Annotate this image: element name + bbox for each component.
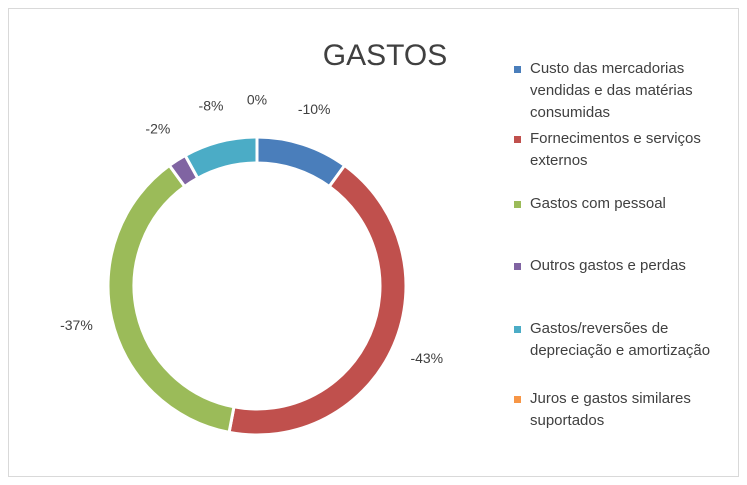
legend-label: Outros gastos e perdas bbox=[530, 257, 686, 274]
chart-title: GASTOS bbox=[323, 39, 447, 72]
legend-swatch bbox=[514, 263, 521, 270]
legend-swatch bbox=[514, 66, 521, 73]
data-label: -8% bbox=[199, 98, 224, 114]
legend-item: Gastos com pessoal bbox=[514, 193, 739, 215]
legend-swatch bbox=[514, 396, 521, 403]
legend-item: Outros gastos e perdas bbox=[514, 255, 739, 277]
legend-label: Fornecimentos e serviços externos bbox=[530, 130, 701, 169]
legend-label: Gastos com pessoal bbox=[530, 195, 666, 212]
legend-swatch bbox=[514, 326, 521, 333]
legend-label: Gastos/reversões de depreciação e amorti… bbox=[530, 320, 711, 359]
data-label: -37% bbox=[60, 317, 93, 333]
data-label: 0% bbox=[247, 92, 267, 108]
legend-item: Juros e gastos similares suportados bbox=[514, 388, 739, 432]
legend-swatch bbox=[514, 201, 521, 208]
legend-label: Juros e gastos similares suportados bbox=[530, 390, 691, 429]
data-label: -2% bbox=[145, 121, 170, 137]
data-label: -10% bbox=[298, 101, 331, 117]
legend-item: Custo das mercadorias vendidas e das mat… bbox=[514, 58, 739, 124]
legend-item: Gastos/reversões de depreciação e amorti… bbox=[514, 318, 739, 362]
legend-label: Custo das mercadorias vendidas e das mat… bbox=[530, 60, 693, 121]
legend-item: Fornecimentos e serviços externos bbox=[514, 128, 739, 172]
legend-swatch bbox=[514, 136, 521, 143]
data-label: -43% bbox=[410, 350, 443, 366]
